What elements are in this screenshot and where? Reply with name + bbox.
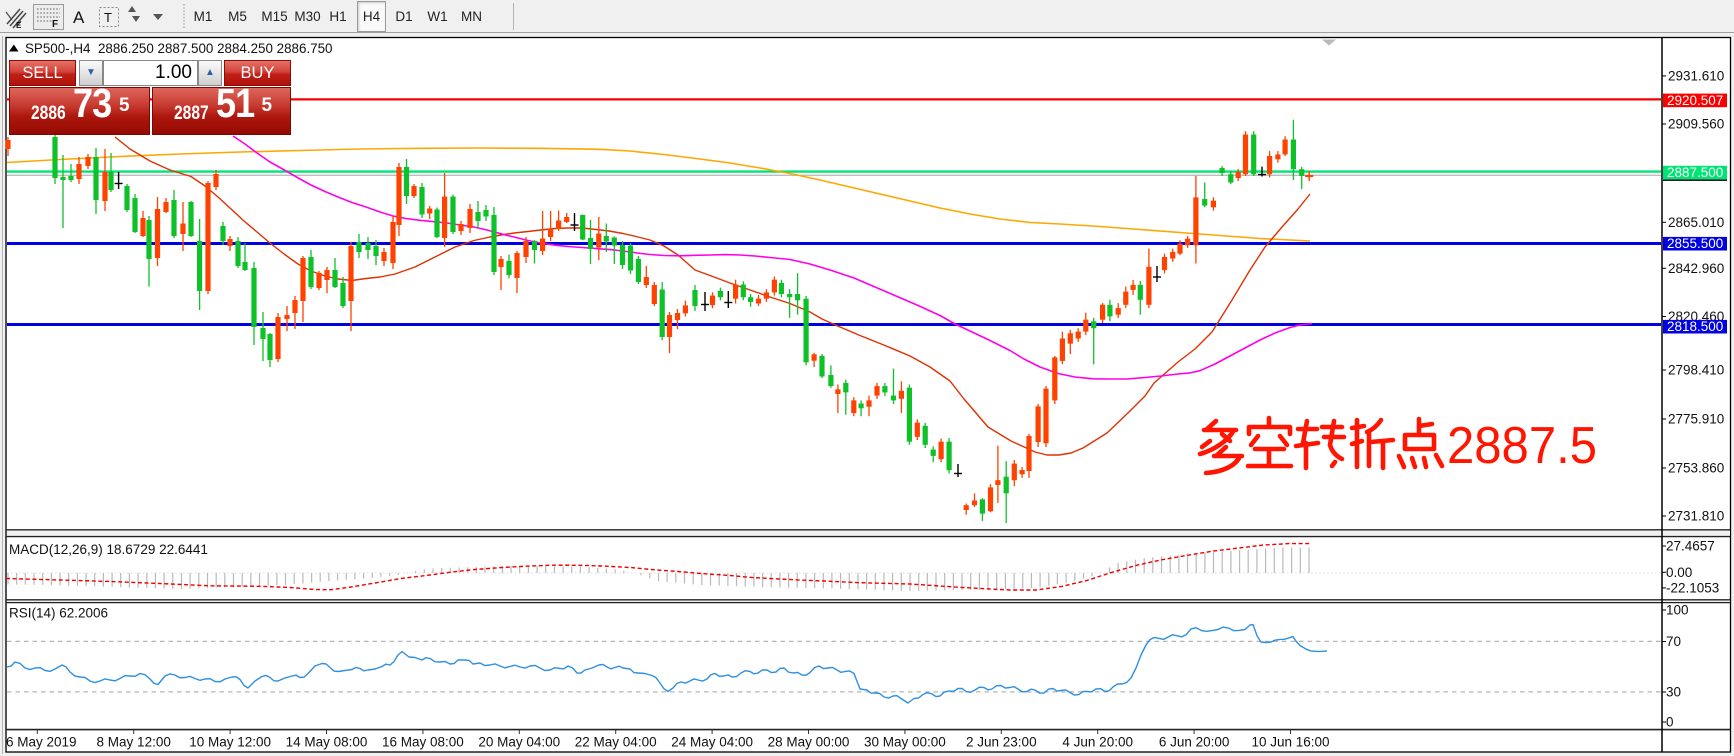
svg-text:RSI(14) 62.2006: RSI(14) 62.2006: [9, 606, 108, 621]
svg-text:2920.507: 2920.507: [1667, 93, 1723, 108]
svg-text:2798.410: 2798.410: [1668, 363, 1724, 378]
svg-text:70: 70: [1666, 634, 1681, 649]
svg-text:SP500-,H4 2886.250 2887.500 2: SP500-,H4 2886.250 2887.500 2884.250 288…: [25, 41, 333, 56]
svg-text:10 May 12:00: 10 May 12:00: [189, 735, 271, 750]
svg-text:2842.960: 2842.960: [1668, 261, 1724, 276]
svg-text:22 May 04:00: 22 May 04:00: [575, 735, 657, 750]
svg-text:2775.910: 2775.910: [1668, 412, 1724, 427]
svg-text:2 Jun 23:00: 2 Jun 23:00: [966, 735, 1037, 750]
svg-text:2865.010: 2865.010: [1668, 215, 1724, 230]
svg-text:6 Jun 20:00: 6 Jun 20:00: [1159, 735, 1230, 750]
svg-text:16 May 08:00: 16 May 08:00: [382, 735, 464, 750]
svg-text:100: 100: [1666, 603, 1689, 618]
svg-text:27.4657: 27.4657: [1666, 539, 1715, 554]
svg-text:24 May 04:00: 24 May 04:00: [671, 735, 753, 750]
svg-text:0: 0: [1666, 715, 1674, 730]
svg-text:2753.860: 2753.860: [1668, 461, 1724, 476]
svg-text:10 Jun 16:00: 10 Jun 16:00: [1251, 735, 1329, 750]
svg-text:4 Jun 20:00: 4 Jun 20:00: [1062, 735, 1133, 750]
svg-text:2931.610: 2931.610: [1668, 68, 1724, 83]
svg-text:2818.500: 2818.500: [1667, 319, 1723, 334]
svg-text:A: A: [73, 8, 85, 27]
svg-text:F: F: [52, 19, 58, 30]
svg-text:30: 30: [1666, 685, 1681, 700]
svg-text:T: T: [104, 10, 112, 25]
svg-text:14 May 08:00: 14 May 08:00: [286, 735, 368, 750]
svg-text:2909.560: 2909.560: [1668, 117, 1724, 132]
svg-text:30 May 00:00: 30 May 00:00: [864, 735, 946, 750]
svg-text:2855.500: 2855.500: [1667, 236, 1723, 251]
svg-text:2887.5: 2887.5: [1447, 416, 1597, 474]
svg-text:28 May 00:00: 28 May 00:00: [768, 735, 850, 750]
svg-text:0.00: 0.00: [1666, 565, 1692, 580]
svg-text:20 May 04:00: 20 May 04:00: [478, 735, 560, 750]
svg-text:6 May 2019: 6 May 2019: [6, 735, 77, 750]
svg-text:2887.500: 2887.500: [1667, 165, 1723, 180]
svg-text:MACD(12,26,9) 18.6729 22.6441: MACD(12,26,9) 18.6729 22.6441: [9, 542, 208, 557]
svg-text:E: E: [16, 21, 22, 30]
svg-text:2731.810: 2731.810: [1668, 509, 1724, 524]
svg-text:8 May 12:00: 8 May 12:00: [97, 735, 171, 750]
svg-text:-22.1053: -22.1053: [1666, 580, 1719, 595]
